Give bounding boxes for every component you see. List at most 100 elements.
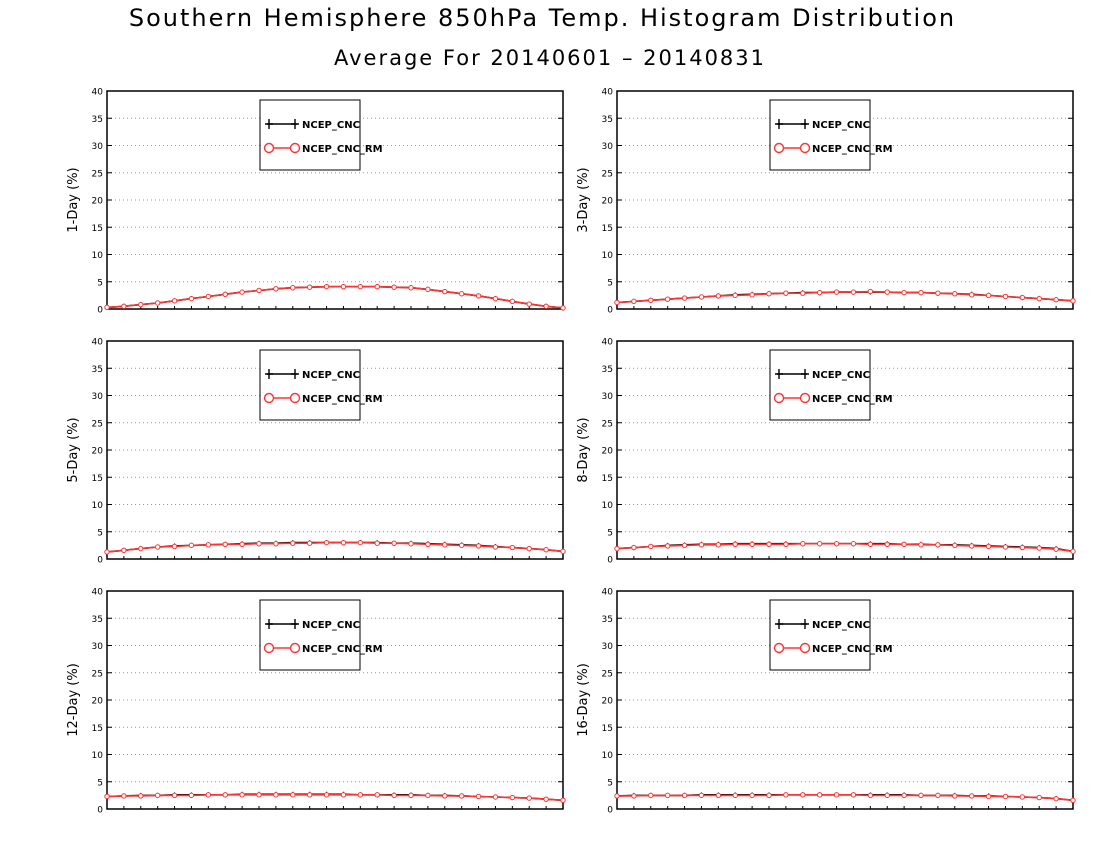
legend-box [769,599,871,671]
y-tick-label: 25 [602,669,613,679]
data-point [749,792,755,799]
legend-marker [799,142,811,154]
y-tick-label: 40 [92,588,104,598]
data-point [833,541,840,547]
y-tick-label: 25 [92,419,103,429]
data-point [766,291,772,297]
data-point [1019,544,1026,551]
data-point [171,298,178,304]
y-tick-label: 5 [607,778,613,788]
y-tick-label: 25 [92,669,103,679]
y-tick-label: 15 [602,724,613,734]
data-point [290,792,296,798]
data-point [1036,545,1042,551]
data-point [985,292,992,299]
data-point [614,545,620,552]
y-tick-label: 10 [602,251,614,261]
data-point [560,548,566,555]
page-subtitle: Average For 20140601 – 20140831 [333,46,767,70]
data-point [138,301,144,308]
legend-box [769,349,871,421]
data-point [290,540,296,546]
y-tick-label: 10 [602,751,614,761]
data-point [475,793,482,800]
data-point [357,539,364,546]
data-point [631,793,637,799]
y-tick-label: 35 [602,365,613,375]
legend-marker [265,619,273,629]
data-point [458,542,465,549]
data-point [1070,797,1076,803]
data-point [357,283,364,290]
legend-marker [801,119,809,129]
data-point [631,544,637,551]
data-point [935,792,941,799]
y-tick-label: 40 [92,338,104,348]
y-tick-label: 20 [92,697,104,707]
y-tick-label: 15 [92,224,103,234]
data-point [681,295,688,301]
data-point [1070,298,1076,304]
y-tick-label: 15 [602,474,613,484]
data-point [205,293,212,300]
y-tick-label: 15 [602,224,613,234]
data-point [492,295,499,302]
data-point [442,793,448,799]
data-point [1019,794,1026,800]
data-point [509,794,516,801]
data-point [1070,548,1076,555]
y-tick-label: 0 [607,556,613,566]
y-tick-label: 10 [92,251,104,261]
legend-marker [289,142,301,154]
data-point [766,541,772,547]
y-tick-label: 0 [607,306,613,316]
plot-frame [616,340,1074,560]
legend-box [769,99,871,171]
data-point [1036,794,1042,801]
data-point [104,549,110,555]
plot-frame [616,590,1074,810]
legend-marker [773,642,785,654]
data-point [783,541,789,547]
data-point [239,792,245,798]
chart-panel-4: 0 5 10 15 20 25 30 35 40 8-Day (%) NCEP_CNC NCEP_CN… [576,338,1076,566]
series-line-2 [617,793,1074,802]
legend-label: NCEP_CNC [812,370,870,381]
y-tick-label: 30 [602,642,614,652]
data-point [1053,297,1059,303]
data-point [901,541,907,547]
data-point [222,541,228,547]
y-tick-label: 40 [602,338,614,348]
y-tick-label: 35 [602,115,613,125]
data-point [205,792,212,798]
plot-frame [106,590,564,810]
series-line-2 [106,285,564,309]
plot-frame [106,340,564,560]
data-point [867,288,874,295]
y-tick-label: 30 [602,142,614,152]
data-point [614,793,620,799]
data-point [560,797,566,803]
y-tick-label: 25 [92,169,103,179]
data-point [952,542,958,549]
data-point [442,288,448,295]
y-tick-label: 20 [602,447,614,457]
data-point [664,792,671,799]
data-point [648,792,654,799]
y-tick-label: 35 [92,115,103,125]
chart-panel-2: 0 5 10 15 20 25 30 35 40 3-Day (%) NCEP_CNC NCEP_CN… [576,88,1076,316]
legend-marker [291,369,299,379]
data-point [698,542,705,548]
y-tick-label: 30 [92,642,104,652]
data-point [492,544,499,550]
data-point [935,542,941,548]
legend-marker [799,642,811,654]
legend-marker [801,369,809,379]
data-point [901,289,907,296]
data-point [968,793,975,799]
data-point [391,540,397,546]
data-point [526,301,532,307]
legend-box [259,349,361,421]
legend-marker [799,392,811,404]
